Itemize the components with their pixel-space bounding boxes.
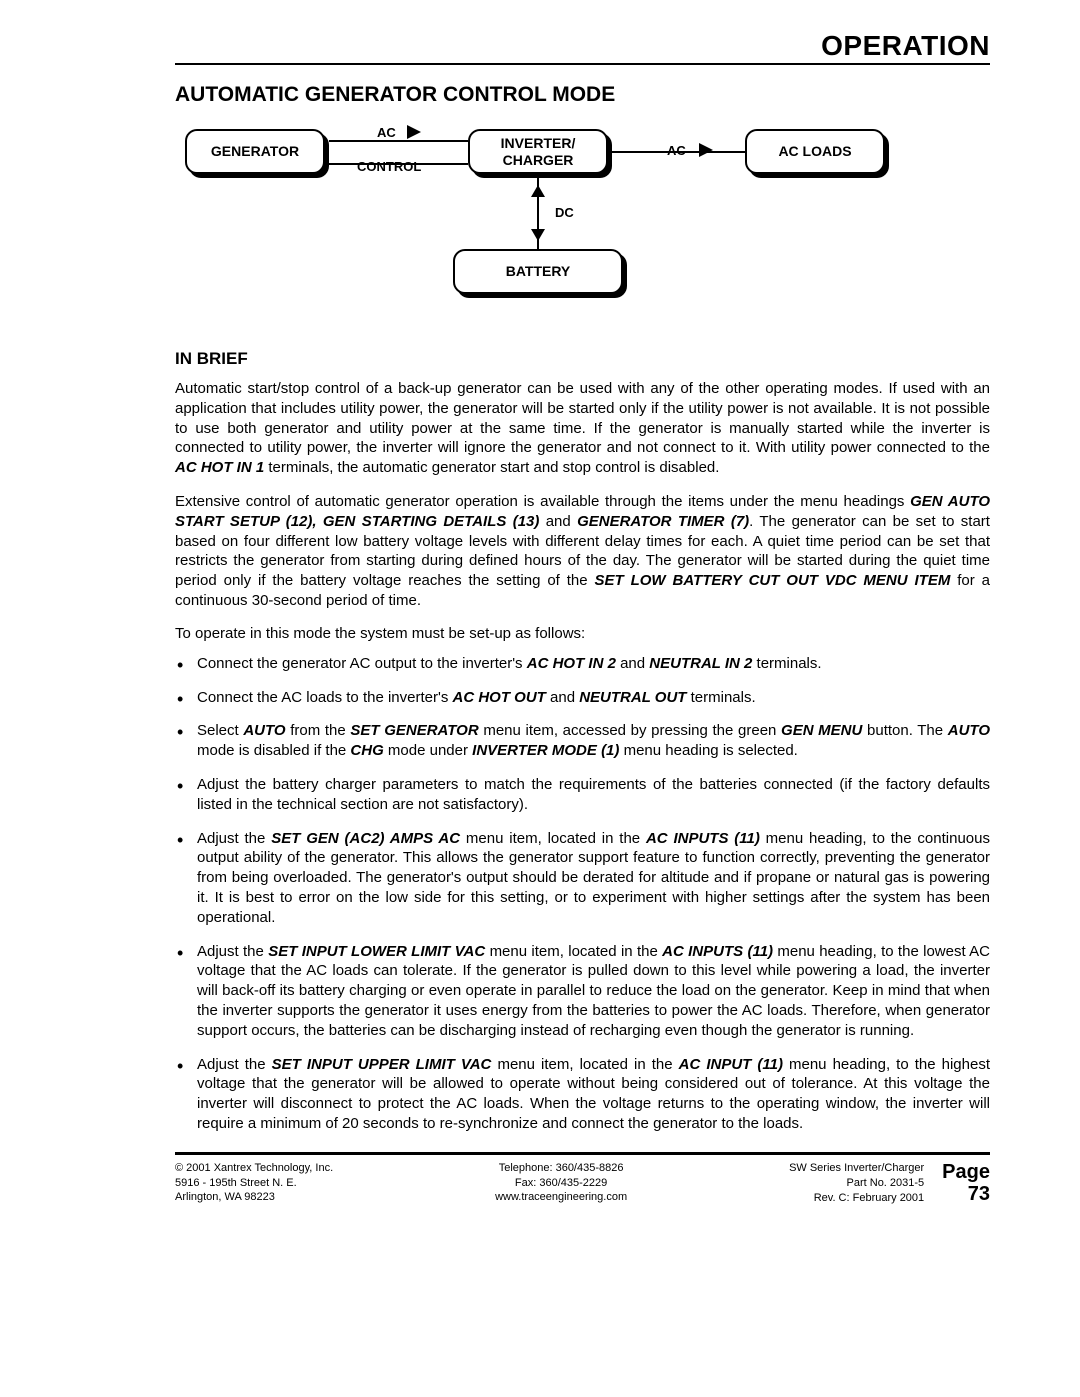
list-item: Adjust the SET INPUT LOWER LIMIT VAC men… [197, 942, 990, 1041]
list-item: Connect the generator AC output to the i… [197, 654, 990, 674]
arrow-dc-down-icon [531, 229, 545, 241]
diagram: GENERATOR INVERTER/CHARGER AC LOADS BATT… [175, 121, 935, 321]
line-gen-inv-top [329, 140, 468, 142]
page-number-box: Page 73 [942, 1161, 990, 1206]
footer: © 2001 Xantrex Technology, Inc.5916 - 19… [175, 1152, 990, 1206]
arrow-ac-inv-loads-icon [699, 143, 713, 157]
para-1: Automatic start/stop control of a back-u… [175, 379, 990, 478]
arrow-ac-gen-inv-icon [407, 125, 421, 139]
intro-line: To operate in this mode the system must … [175, 625, 990, 642]
arrow-dc-up-icon [531, 185, 545, 197]
label-dc: DC [555, 205, 574, 220]
footer-mid: Telephone: 360/435-8826Fax: 360/435-2229… [495, 1161, 627, 1206]
list-item: Select AUTO from the SET GENERATOR menu … [197, 721, 990, 761]
box-acloads: AC LOADS [745, 129, 885, 174]
footer-right: SW Series Inverter/ChargerPart No. 2031-… [789, 1161, 924, 1206]
section-title: AUTOMATIC GENERATOR CONTROL MODE [175, 83, 990, 107]
header-title: OPERATION [175, 30, 990, 65]
page-label: Page [942, 1161, 990, 1183]
label-ac-top: AC [377, 125, 396, 140]
sub-heading: IN BRIEF [175, 349, 990, 369]
box-battery: BATTERY [453, 249, 623, 294]
footer-right-block: SW Series Inverter/ChargerPart No. 2031-… [789, 1161, 990, 1206]
list-item: Connect the AC loads to the inverter's A… [197, 688, 990, 708]
list-item: Adjust the SET INPUT UPPER LIMIT VAC men… [197, 1055, 990, 1134]
box-inverter: INVERTER/CHARGER [468, 129, 608, 174]
list-item: Adjust the battery charger parameters to… [197, 775, 990, 815]
label-ac-right: AC [667, 143, 686, 158]
page: OPERATION AUTOMATIC GENERATOR CONTROL MO… [0, 0, 1080, 1226]
page-number: 73 [968, 1183, 990, 1206]
box-generator: GENERATOR [185, 129, 325, 174]
label-control: CONTROL [357, 159, 421, 174]
footer-left: © 2001 Xantrex Technology, Inc.5916 - 19… [175, 1161, 333, 1206]
list-item: Adjust the SET GEN (AC2) AMPS AC menu it… [197, 829, 990, 928]
para-2: Extensive control of automatic generator… [175, 492, 990, 611]
bullet-list: Connect the generator AC output to the i… [175, 654, 990, 1134]
